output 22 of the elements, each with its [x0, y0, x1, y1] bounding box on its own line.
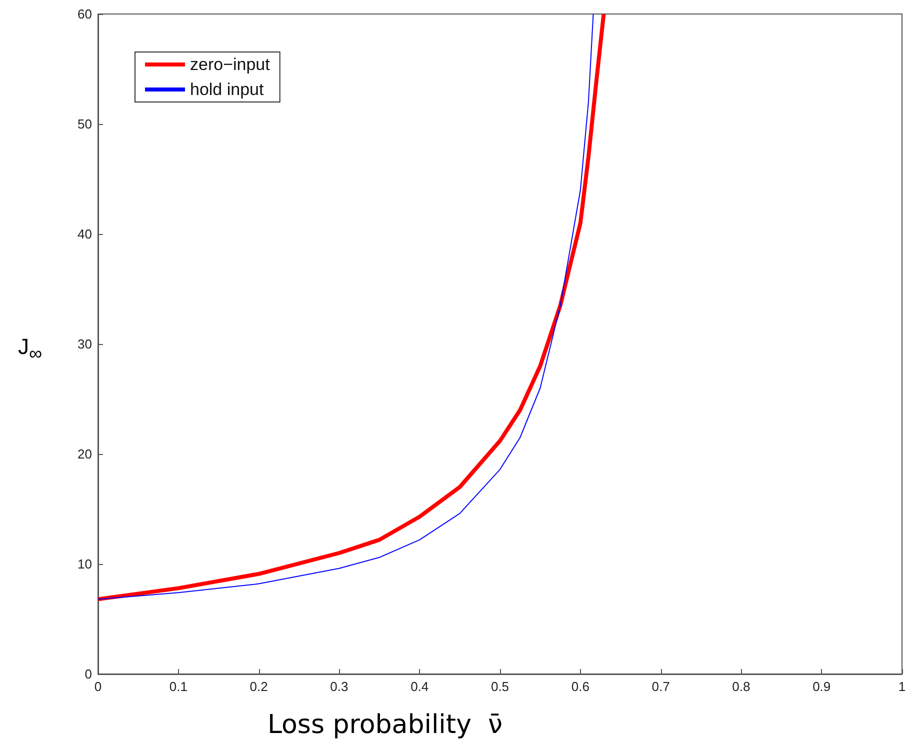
x-tick-label: 0.2: [250, 679, 268, 694]
x-axis-title: Loss probability ν̄: [267, 710, 503, 740]
legend-label: zero−input: [190, 55, 270, 74]
legend-label: hold input: [190, 80, 264, 99]
y-tick-label: 20: [78, 446, 92, 462]
x-tick-label: 0.7: [652, 679, 670, 694]
y-axis-title: J$_{∞}$: [18, 334, 42, 364]
y-tick-label: 30: [78, 336, 92, 352]
y-tick-label: 50: [78, 116, 92, 132]
x-tick-label: 0: [94, 679, 102, 694]
y-tick-label: 60: [78, 6, 92, 22]
x-tick-label: 0.6: [571, 679, 590, 694]
y-tick-label: 10: [78, 556, 92, 572]
x-tick-label: 0.1: [169, 679, 188, 694]
y-tick-label: 0: [84, 666, 92, 682]
x-tick-label: 1: [898, 679, 906, 694]
y-tick-label: 40: [78, 226, 92, 242]
x-tick-label: 0.9: [812, 679, 831, 694]
x-tick-label: 0.3: [330, 679, 348, 694]
x-tick-label: 0.8: [732, 679, 750, 694]
x-tick-label: 0.4: [410, 679, 429, 694]
x-tick-label: 0.5: [490, 679, 510, 694]
